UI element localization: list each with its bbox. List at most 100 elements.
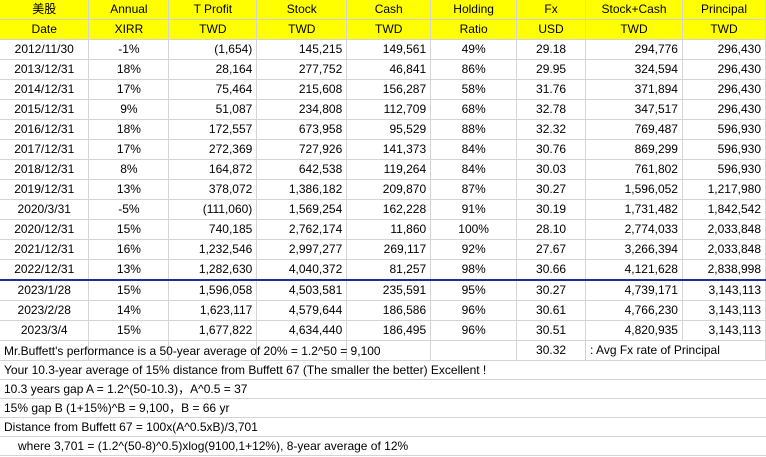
table-cell[interactable]: 1,217,980 (682, 179, 766, 200)
table-cell[interactable]: 8% (88, 159, 170, 180)
table-cell[interactable]: 149,561 (346, 39, 432, 60)
table-cell[interactable]: 4,503,581 (256, 280, 348, 301)
table-cell[interactable]: 2015/12/31 (0, 99, 90, 120)
table-cell[interactable]: 2023/1/28 (0, 280, 90, 301)
table-cell[interactable]: 31.76 (516, 79, 587, 100)
table-cell[interactable]: 296,430 (682, 99, 766, 120)
table-cell[interactable]: 2,838,998 (682, 259, 766, 281)
table-cell[interactable]: 596,930 (682, 159, 766, 180)
table-cell[interactable]: 740,185 (168, 219, 258, 240)
table-cell[interactable]: 156,287 (346, 79, 432, 100)
table-cell[interactable]: 30.61 (516, 300, 587, 321)
table-cell[interactable]: 88% (430, 119, 518, 140)
header-cell[interactable]: Fx (516, 0, 587, 20)
table-cell[interactable]: 17% (88, 139, 170, 160)
table-cell[interactable]: 2017/12/31 (0, 139, 90, 160)
table-cell[interactable]: 4,634,440 (256, 320, 348, 341)
note-gap-a[interactable]: 10.3 years gap A = 1.2^(50-10.3)，A^0.5 =… (0, 380, 766, 399)
table-cell[interactable]: 186,495 (346, 320, 432, 341)
table-cell[interactable]: 1,232,546 (168, 239, 258, 260)
table-cell[interactable]: 294,776 (585, 39, 683, 60)
header-cell[interactable]: T Profit (168, 0, 258, 20)
table-cell[interactable]: 14% (88, 300, 170, 321)
table-cell[interactable]: 2021/12/31 (0, 239, 90, 260)
table-cell[interactable]: 371,894 (585, 79, 683, 100)
header-cell[interactable]: TWD (346, 19, 432, 40)
table-cell[interactable]: 91% (430, 199, 518, 220)
avg-fx-label[interactable]: : Avg Fx rate of Principal (585, 340, 766, 361)
table-cell[interactable]: 141,373 (346, 139, 432, 160)
table-cell[interactable]: 15% (88, 219, 170, 240)
table-cell[interactable]: 30.51 (516, 320, 587, 341)
table-cell[interactable]: 96% (430, 320, 518, 341)
table-cell[interactable]: 296,430 (682, 59, 766, 80)
table-cell[interactable]: 29.95 (516, 59, 587, 80)
table-cell[interactable]: 11,860 (346, 219, 432, 240)
table-cell[interactable]: 296,430 (682, 79, 766, 100)
table-cell[interactable]: 98% (430, 259, 518, 281)
table-cell[interactable]: 86% (430, 59, 518, 80)
table-cell[interactable]: 296,430 (682, 39, 766, 60)
table-cell[interactable]: 172,557 (168, 119, 258, 140)
table-cell[interactable]: 95,529 (346, 119, 432, 140)
table-cell[interactable]: 3,266,394 (585, 239, 683, 260)
table-cell[interactable]: 1,596,058 (168, 280, 258, 301)
table-cell[interactable]: 112,709 (346, 99, 432, 120)
header-cell[interactable]: TWD (682, 19, 766, 40)
table-cell[interactable]: 4,121,628 (585, 259, 683, 281)
table-cell[interactable]: 2012/11/30 (0, 39, 90, 60)
table-cell[interactable]: 272,369 (168, 139, 258, 160)
table-cell[interactable]: 209,870 (346, 179, 432, 200)
table-cell[interactable]: 2023/2/28 (0, 300, 90, 321)
table-cell[interactable]: 2,774,033 (585, 219, 683, 240)
table-cell[interactable]: 1,623,117 (168, 300, 258, 321)
table-cell[interactable]: 347,517 (585, 99, 683, 120)
table-cell[interactable]: 49% (430, 39, 518, 60)
header-cell[interactable]: Stock (256, 0, 348, 20)
table-cell[interactable]: 18% (88, 119, 170, 140)
table-cell[interactable]: 378,072 (168, 179, 258, 200)
header-cell[interactable]: XIRR (88, 19, 170, 40)
table-cell[interactable]: 1,677,822 (168, 320, 258, 341)
table-cell[interactable]: 92% (430, 239, 518, 260)
table-cell[interactable]: 269,117 (346, 239, 432, 260)
table-cell[interactable]: 13% (88, 179, 170, 200)
table-cell[interactable]: 84% (430, 139, 518, 160)
note-buffett-performance[interactable]: Mr.Buffett's performance is a 50-year av… (0, 342, 766, 361)
table-cell[interactable]: 186,586 (346, 300, 432, 321)
table-cell[interactable]: -5% (88, 199, 170, 220)
table-cell[interactable]: 596,930 (682, 139, 766, 160)
table-cell[interactable]: 17% (88, 79, 170, 100)
header-cell[interactable]: Principal (682, 0, 766, 20)
table-cell[interactable]: 58% (430, 79, 518, 100)
table-cell[interactable]: 1,386,182 (256, 179, 348, 200)
table-cell[interactable]: 81,257 (346, 259, 432, 281)
table-cell[interactable]: 30.27 (516, 179, 587, 200)
table-cell[interactable]: 9% (88, 99, 170, 120)
table-cell[interactable]: 277,752 (256, 59, 348, 80)
table-cell[interactable]: 2022/12/31 (0, 259, 90, 281)
table-cell[interactable]: 869,299 (585, 139, 683, 160)
table-cell[interactable]: 2020/3/31 (0, 199, 90, 220)
table-cell[interactable]: 18% (88, 59, 170, 80)
table-cell[interactable]: 761,802 (585, 159, 683, 180)
table-cell[interactable]: 215,608 (256, 79, 348, 100)
note-distance-summary[interactable]: Your 10.3-year average of 15% distance f… (0, 361, 766, 380)
table-cell[interactable]: 2013/12/31 (0, 59, 90, 80)
table-cell[interactable]: 164,872 (168, 159, 258, 180)
table-cell[interactable]: 29.18 (516, 39, 587, 60)
header-cell[interactable]: Date (0, 19, 90, 40)
header-cell[interactable]: USD (516, 19, 587, 40)
table-cell[interactable]: 84% (430, 159, 518, 180)
table-cell[interactable]: 28.10 (516, 219, 587, 240)
table-cell[interactable]: 769,487 (585, 119, 683, 140)
table-cell[interactable]: 2,033,848 (682, 219, 766, 240)
table-cell[interactable]: 642,538 (256, 159, 348, 180)
table-cell[interactable]: (1,654) (168, 39, 258, 60)
table-cell[interactable]: 324,594 (585, 59, 683, 80)
note-gap-b[interactable]: 15% gap B (1+15%)^B = 9,100，B = 66 yr (0, 399, 766, 418)
header-cell[interactable]: 美股 (0, 0, 90, 20)
table-cell[interactable]: 2018/12/31 (0, 159, 90, 180)
table-cell[interactable]: 2019/12/31 (0, 179, 90, 200)
table-cell[interactable]: 2,997,277 (256, 239, 348, 260)
